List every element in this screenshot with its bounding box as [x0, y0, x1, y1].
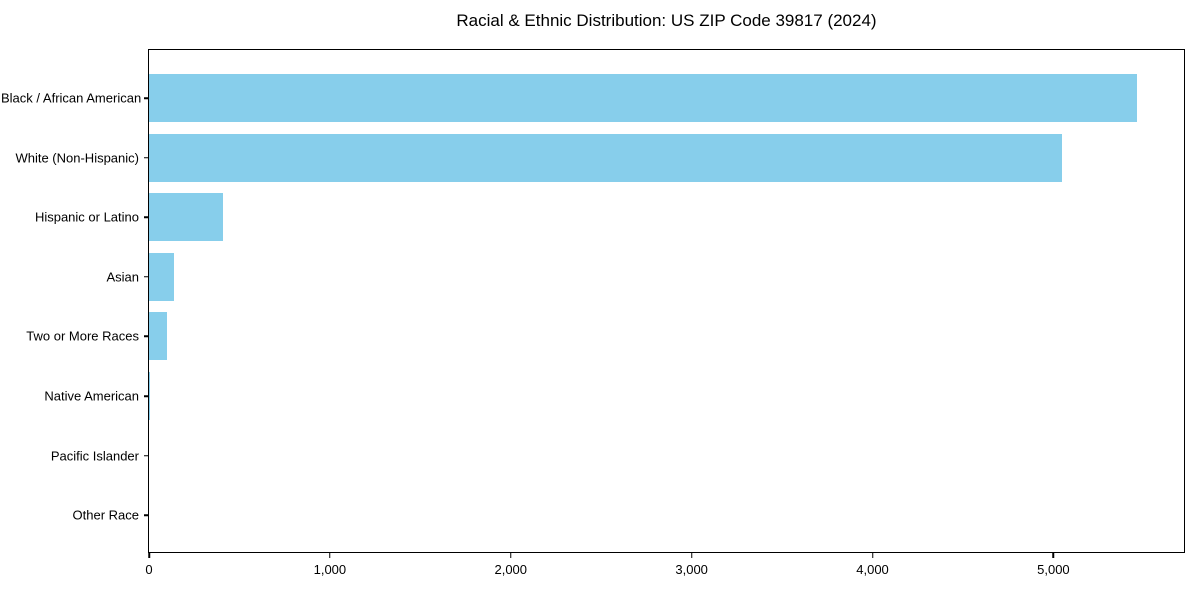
y-tick-label: Other Race — [72, 507, 139, 523]
bar — [149, 193, 224, 242]
x-tick-mark — [690, 552, 693, 558]
y-tick-mark — [144, 454, 149, 457]
y-tick-mark — [144, 335, 149, 338]
y-tick-mark — [144, 514, 149, 516]
y-tick-label: Black / African American — [1, 90, 142, 106]
y-tick-mark — [144, 97, 149, 99]
bar — [149, 372, 151, 420]
x-tick-mark — [510, 552, 512, 558]
x-tick-mark — [1052, 552, 1055, 558]
y-tick-label: Two or More Races — [26, 328, 139, 344]
x-tick-label: 0 — [145, 562, 153, 577]
x-tick-mark — [329, 552, 331, 558]
x-tick-label: 5,000 — [1037, 562, 1070, 577]
y-tick-label: Pacific Islander — [50, 448, 139, 464]
y-tick-mark — [144, 156, 149, 159]
plot-area: Black / African American White (Non-Hispa… — [1, 49, 1185, 577]
y-tick-mark — [144, 276, 149, 278]
x-tick-mark — [871, 552, 874, 558]
bar — [149, 133, 1063, 182]
bar — [149, 74, 1137, 122]
y-tick-label: White (Non-Hispanic) — [15, 150, 139, 166]
chart-title: Racial & Ethnic Distribution: US ZIP Cod… — [456, 11, 877, 30]
bar — [149, 252, 175, 301]
y-tick-label: Hispanic or Latino — [34, 209, 139, 225]
x-tick-mark — [148, 552, 150, 558]
y-tick-mark — [144, 216, 149, 218]
bar — [149, 312, 167, 361]
x-tick-label: 1,000 — [313, 562, 347, 577]
y-tick-label: Asian — [106, 269, 139, 285]
x-tick-label: 2,000 — [494, 562, 528, 577]
x-tick-label: 3,000 — [675, 562, 708, 577]
y-tick-label: Native American — [44, 388, 139, 404]
y-tick-mark — [144, 395, 149, 397]
x-tick-label: 4,000 — [856, 562, 889, 577]
